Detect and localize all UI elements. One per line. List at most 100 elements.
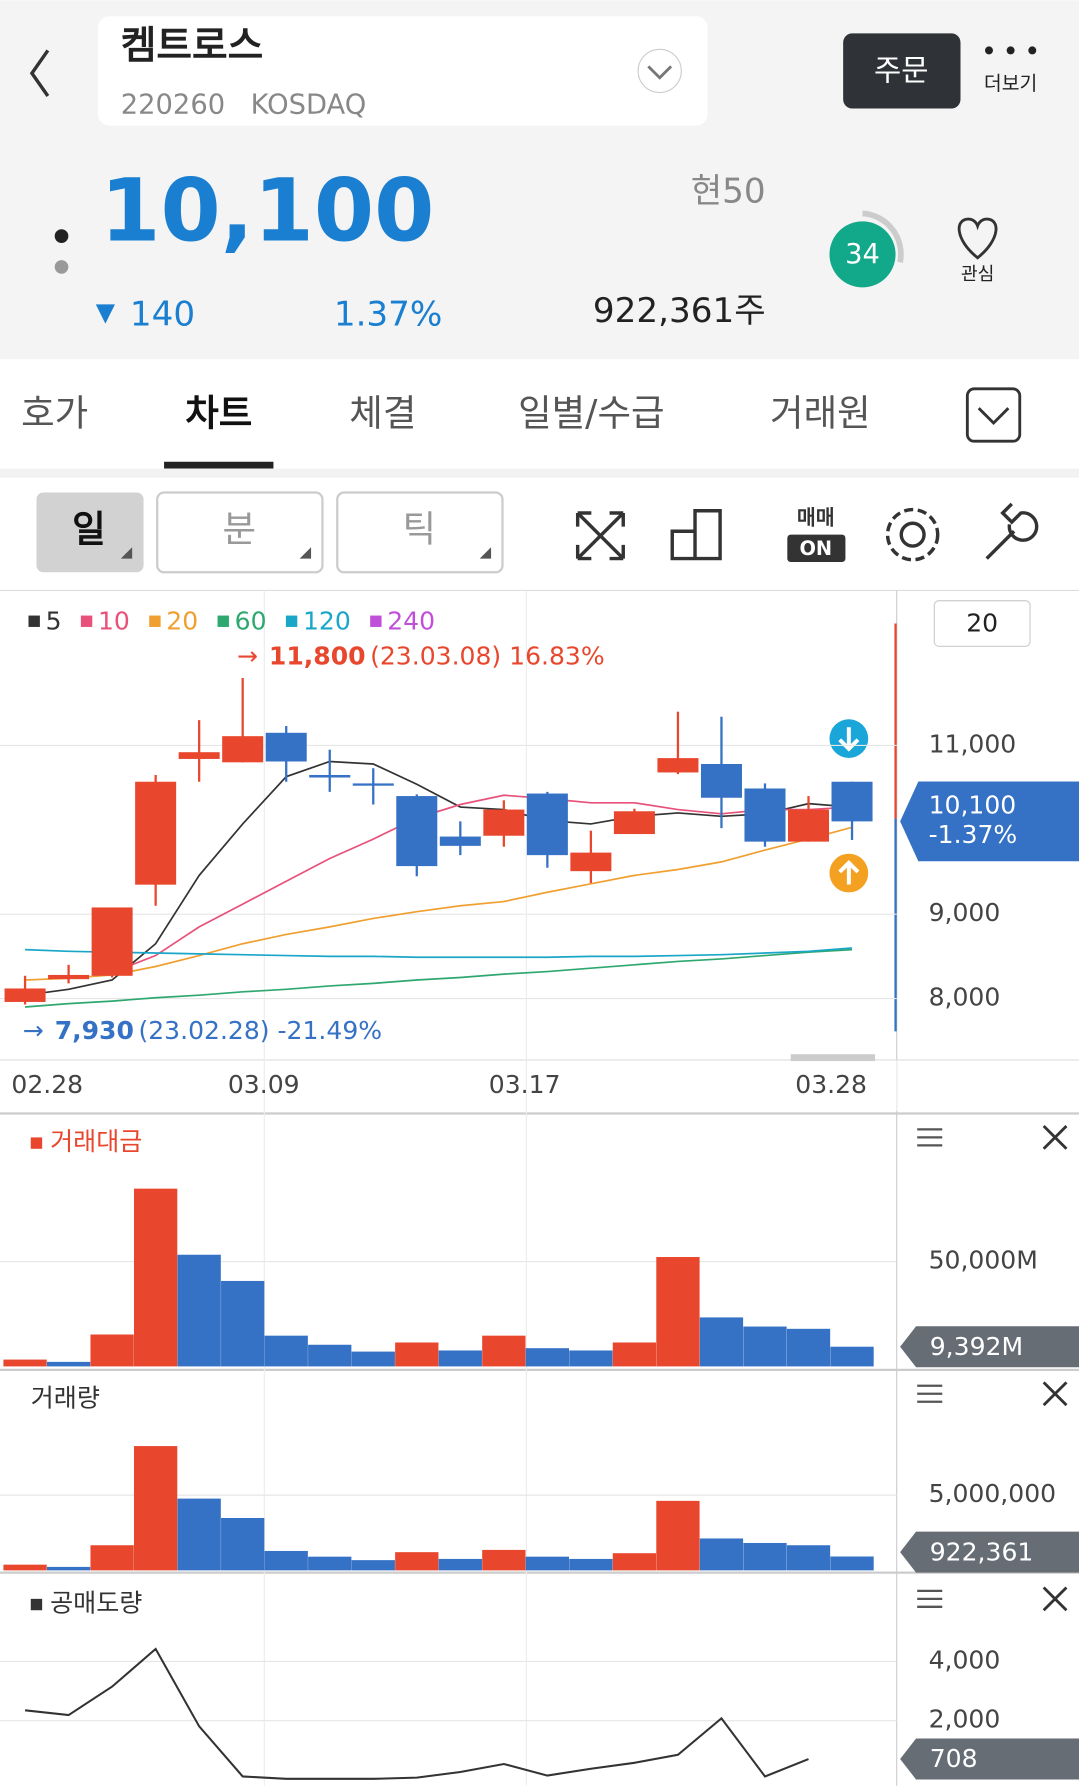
dropdown-icon [647, 65, 673, 80]
bar [133, 1446, 178, 1571]
trade-toggle-state: ON [799, 537, 832, 560]
menu-icon[interactable] [917, 1589, 943, 1608]
bar [133, 1188, 178, 1367]
tab[interactable]: 차트 [185, 392, 252, 435]
tab-more-icon [977, 407, 1010, 426]
tab[interactable]: 체결 [349, 392, 416, 435]
period-button[interactable] [336, 491, 504, 574]
bar [699, 1317, 744, 1367]
settings-icon[interactable] [899, 521, 926, 548]
menu-icon[interactable] [917, 1128, 943, 1147]
value-tag [900, 1738, 1079, 1780]
bar [482, 1549, 526, 1571]
tab-more[interactable] [965, 387, 1022, 443]
bar [743, 1542, 787, 1571]
bar [699, 1538, 744, 1571]
bar [177, 1254, 221, 1367]
annotation-detail: (23.02.28) -21.49% [138, 1016, 382, 1045]
close-icon[interactable] [1042, 1586, 1068, 1612]
stock-name: 켐트로스 [121, 24, 264, 69]
y-tick-label: 2,000 [929, 1705, 1001, 1734]
period-label: 분 [222, 508, 256, 551]
bar [177, 1498, 221, 1571]
bar [786, 1328, 831, 1367]
bar [438, 1350, 482, 1367]
bar [656, 1500, 700, 1571]
layout-icon[interactable] [670, 509, 722, 561]
annotation-value: 7,930 [55, 1016, 134, 1045]
period-button[interactable] [36, 492, 144, 573]
tab-underline [164, 461, 274, 469]
value-tag [900, 1326, 1079, 1368]
legend-label: 60 [235, 606, 267, 635]
back-button[interactable] [29, 49, 50, 97]
value-tag [900, 1531, 1079, 1573]
ma-line [25, 947, 853, 959]
legend-swatch [217, 615, 229, 627]
candle-body [222, 736, 264, 763]
wrench-icon[interactable] [985, 502, 1039, 560]
close-icon[interactable] [1042, 1381, 1068, 1407]
y-tick-label: 11,000 [929, 729, 1017, 758]
close-icon[interactable] [1042, 1124, 1068, 1150]
score-ring [862, 210, 904, 263]
bar [308, 1344, 352, 1367]
menu-icon[interactable] [917, 1384, 943, 1403]
legend-swatch [285, 615, 298, 627]
price-tag-label: -1.37% [929, 820, 1018, 849]
candle-body [91, 907, 133, 976]
watch-icon[interactable] [957, 217, 998, 260]
expand-icon[interactable] [575, 511, 625, 561]
bar [525, 1348, 570, 1367]
bar [264, 1550, 308, 1571]
candle-body [265, 732, 307, 762]
candle-body [135, 781, 177, 885]
x-axis-band [0, 1059, 897, 1112]
candle-body [178, 752, 220, 759]
legend-swatch [370, 615, 382, 627]
candle-body [4, 988, 46, 1002]
bar [395, 1342, 439, 1367]
y-tick-label: 5,000,000 [929, 1479, 1056, 1508]
change-symbol: ▼ [96, 298, 116, 327]
more-dots[interactable] [985, 46, 1037, 55]
bar [46, 1361, 91, 1367]
bar [395, 1552, 439, 1571]
scroll-thumb[interactable] [790, 1054, 876, 1062]
candle-body [744, 788, 786, 842]
x-tick-label: 03.17 [489, 1070, 561, 1099]
bar [90, 1334, 134, 1367]
candle-body [570, 852, 612, 872]
price-tag [900, 781, 1079, 862]
legend-label: 10 [98, 606, 130, 635]
sell-arrow [838, 727, 860, 752]
dropdown[interactable] [637, 48, 682, 94]
stock-code: 220260 [121, 90, 225, 121]
bar [830, 1346, 874, 1367]
legend-label: 20 [166, 606, 198, 635]
candle-body [526, 793, 568, 856]
x-tick-label: 03.09 [228, 1070, 300, 1099]
period-button[interactable] [156, 491, 324, 574]
tab[interactable]: 일별/수급 [518, 392, 664, 435]
y-tick-label: 4,000 [929, 1645, 1001, 1674]
legend-label: 5 [46, 606, 62, 635]
tab[interactable]: 거래원 [770, 392, 871, 435]
score: 34 [845, 239, 880, 270]
order-button[interactable] [843, 33, 961, 109]
ma-line [24, 760, 853, 997]
panel-title: 거래량 [31, 1383, 100, 1412]
candle-body [483, 809, 525, 836]
trade-toggle[interactable] [787, 534, 846, 563]
dot [54, 260, 69, 274]
change-pct: 1.37% [334, 294, 443, 334]
bar [743, 1326, 787, 1367]
candle-body [352, 783, 394, 786]
stock-box[interactable] [97, 16, 708, 126]
order-label: 주문 [874, 54, 928, 88]
annotation-detail: (23.03.08) 16.83% [370, 641, 605, 670]
tab[interactable]: 호가 [21, 392, 88, 435]
more-label: 더보기 [984, 72, 1037, 95]
period-box[interactable] [933, 600, 1031, 647]
